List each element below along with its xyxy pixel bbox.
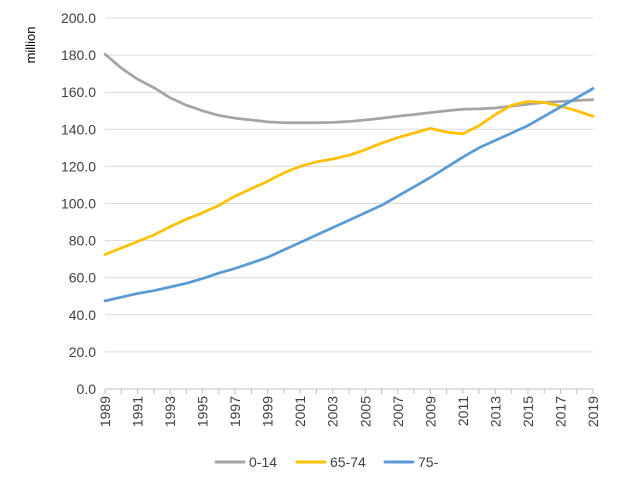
y-tick-label: 60.0 [69,270,96,286]
legend-label: 65-74 [330,454,366,470]
x-tick-label: 1989 [97,396,113,427]
x-tick-label: 2001 [292,396,308,427]
series-line-75- [103,87,595,303]
y-tick-label: 160.0 [61,84,96,100]
x-tick-label: 2011 [455,396,471,426]
x-tick-label: 1995 [195,396,211,427]
y-tick-label: 20.0 [69,344,96,360]
legend: 0-14 65-74 75- [214,454,439,470]
y-tick-label: 80.0 [69,233,96,249]
x-tick-label: 2009 [422,396,438,427]
x-tick-label: 1999 [260,396,276,427]
x-axis: 1989 1991 1993 1995 1997 1999 2001 2003 2005 2007… [97,388,601,427]
y-tick-label: 140.0 [61,121,96,137]
x-tick-label: 2005 [357,396,373,427]
x-tick-label: 2019 [585,396,601,427]
x-tick-label: 2017 [552,396,568,427]
x-tick-label: 2003 [325,396,341,427]
x-tick-label: 2013 [487,396,503,427]
gridlines [105,17,593,353]
y-tick-label: 40.0 [69,307,96,323]
y-tick-label: 180.0 [61,47,96,63]
y-tick-label: 200.0 [61,10,96,26]
series-lines [103,52,595,303]
y-axis-label: million [23,27,38,64]
y-tick-label: 120.0 [61,158,96,174]
legend-label: 75- [418,454,439,470]
x-tick-label: 1991 [130,396,146,427]
x-tick-label: 1993 [162,396,178,427]
x-tick-label: 2007 [390,396,406,427]
series-line-0-14 [103,52,595,125]
y-tick-label: 100.0 [61,196,96,212]
x-tick-label: 1997 [227,396,243,427]
x-tick-label: 2015 [520,396,536,427]
y-axis: 0.0 20.0 40.0 60.0 80.0 100.0 120.0 140.0 160.0 1… [61,10,96,397]
legend-label: 0-14 [249,454,277,470]
y-tick-label: 0.0 [77,381,97,397]
series-line-65-74 [103,100,595,256]
